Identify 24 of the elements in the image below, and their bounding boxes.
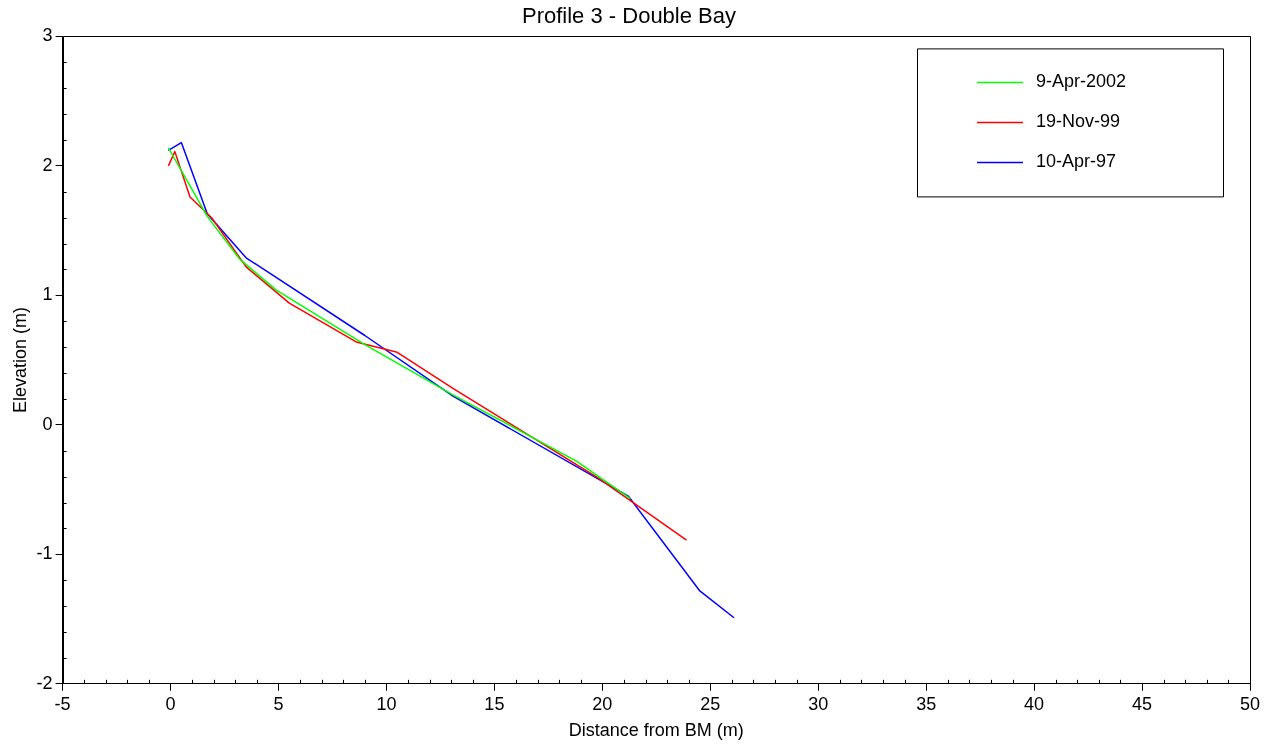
x-axis-title: Distance from BM (m) [568, 720, 744, 741]
x-tick-label: 35 [916, 693, 937, 714]
x-tick-label: 15 [484, 693, 505, 714]
x-tick-label: 10 [376, 693, 397, 714]
x-tick-label: 0 [165, 693, 176, 714]
y-tick-label: -2 [36, 672, 53, 693]
legend-label: 19-Nov-99 [1036, 111, 1121, 132]
x-tick-label: 50 [1239, 693, 1261, 714]
y-axis-title: Elevation (m) [9, 307, 30, 414]
y-tick-label: 2 [42, 154, 53, 175]
x-tick-label: 20 [592, 693, 613, 714]
y-tick-label: 3 [42, 25, 53, 46]
legend-label: 9-Apr-2002 [1036, 71, 1127, 92]
legend-label: 10-Apr-97 [1036, 151, 1117, 172]
chart-title: Profile 3 - Double Bay [522, 3, 736, 29]
x-tick-label: 30 [808, 693, 829, 714]
y-tick-label: 0 [42, 413, 53, 434]
y-tick-label: -1 [36, 543, 53, 564]
y-tick-label: 1 [42, 284, 53, 305]
x-tick-label: 5 [273, 693, 284, 714]
x-tick-label: -5 [54, 693, 71, 714]
x-tick-label: 40 [1024, 693, 1045, 714]
x-tick-label: 25 [700, 693, 721, 714]
x-tick-label: 45 [1132, 693, 1153, 714]
